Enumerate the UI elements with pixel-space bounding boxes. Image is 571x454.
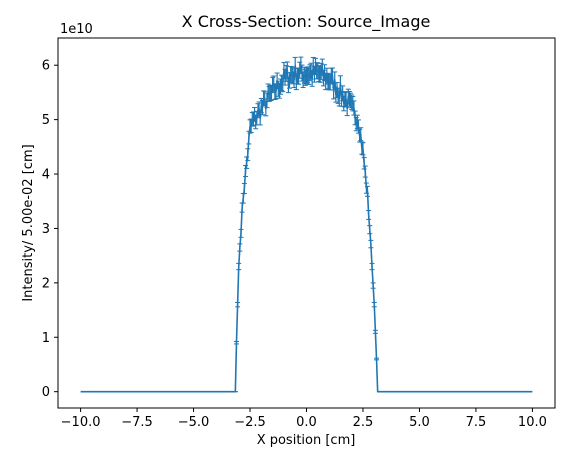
chart-title: X Cross-Section: Source_Image xyxy=(182,12,431,32)
x-tick-label: 5.0 xyxy=(409,415,430,430)
series-line xyxy=(80,64,533,393)
y-tick-label: 0 xyxy=(42,385,50,400)
y-tick-label: 6 xyxy=(42,59,50,74)
y-tick-label: 4 xyxy=(42,168,50,183)
plot-area xyxy=(80,56,533,393)
x-tick-label: −2.5 xyxy=(234,415,266,430)
y-offset-text: 1e10 xyxy=(60,22,93,37)
x-tick-label: 0.0 xyxy=(296,415,317,430)
x-tick-label: 10.0 xyxy=(518,415,547,430)
x-tick-label: −10.0 xyxy=(61,415,101,430)
x-tick-label: −5.0 xyxy=(178,415,210,430)
x-tick-label: −7.5 xyxy=(121,415,153,430)
y-tick-label: 1 xyxy=(42,331,50,346)
x-axis: −10.0 −7.5 −5.0 −2.5 0.0 2.5 5.0 7.5 10.0 xyxy=(61,408,547,430)
y-axis: 0 1 2 3 4 5 6 xyxy=(42,59,58,400)
axes-frame xyxy=(57,37,556,409)
x-axis-label: X position [cm] xyxy=(257,433,356,448)
y-tick-label: 3 xyxy=(42,222,50,237)
x-tick-label: 7.5 xyxy=(466,415,487,430)
y-axis-label: Intensity/ 5.00e-02 [cm] xyxy=(21,144,36,301)
y-tick-label: 2 xyxy=(42,276,50,291)
y-tick-label: 5 xyxy=(42,113,50,128)
x-tick-label: 2.5 xyxy=(353,415,374,430)
